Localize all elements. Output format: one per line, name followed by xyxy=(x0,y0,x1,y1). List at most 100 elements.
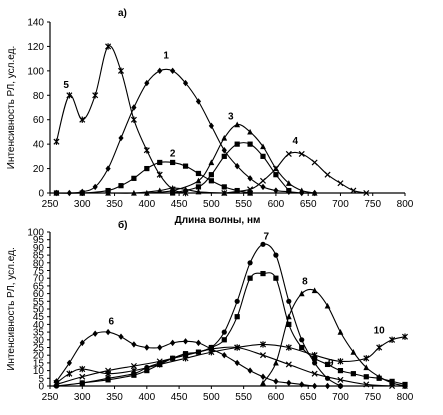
data-point xyxy=(247,260,253,266)
data-point xyxy=(208,159,215,166)
y-tick-label: 50 xyxy=(33,305,45,316)
data-point xyxy=(170,159,176,166)
data-point xyxy=(208,172,214,178)
data-point xyxy=(53,379,60,387)
x-tick-label: 550 xyxy=(235,199,252,210)
data-point xyxy=(298,290,305,297)
y-tick-label: 60 xyxy=(33,115,45,126)
data-point xyxy=(53,138,60,145)
data-point xyxy=(298,187,305,194)
data-point xyxy=(195,177,202,184)
data-point xyxy=(285,313,292,320)
y-tick-label: 55 xyxy=(33,297,45,308)
curve-number-label: 6 xyxy=(109,316,115,327)
data-point xyxy=(170,339,176,347)
data-point xyxy=(259,352,267,359)
data-point xyxy=(170,67,176,75)
data-point xyxy=(195,339,202,347)
data-point xyxy=(260,183,266,191)
y-tick-label: 75 xyxy=(33,266,45,277)
data-point xyxy=(208,344,214,351)
data-point xyxy=(311,159,318,166)
data-point xyxy=(247,189,253,196)
y-tick-label: 120 xyxy=(27,42,44,53)
data-point xyxy=(130,362,137,370)
data-point xyxy=(143,147,150,154)
data-point xyxy=(92,92,99,99)
data-point xyxy=(337,329,344,335)
data-point xyxy=(105,165,111,172)
data-point xyxy=(247,367,253,374)
curve-number-label: 4 xyxy=(292,136,298,147)
data-point xyxy=(285,180,292,186)
series-line xyxy=(56,161,251,194)
data-point xyxy=(105,43,112,50)
series-5: 5 xyxy=(53,43,189,197)
data-point xyxy=(53,189,60,196)
data-point xyxy=(363,374,369,380)
series-line xyxy=(56,243,341,387)
series-9: 9 xyxy=(53,344,396,390)
data-point xyxy=(285,361,292,368)
data-point xyxy=(105,189,111,196)
y-tick-label: 15 xyxy=(33,358,45,369)
data-point xyxy=(221,134,228,141)
data-point xyxy=(234,344,241,351)
data-point xyxy=(156,187,163,194)
data-point xyxy=(118,134,124,142)
x-tick-label: 750 xyxy=(364,199,381,210)
x-tick-label: 800 xyxy=(397,392,414,403)
data-point xyxy=(221,153,227,159)
data-point xyxy=(260,270,266,277)
data-point xyxy=(350,371,356,377)
data-point xyxy=(131,372,137,378)
data-point xyxy=(273,378,279,385)
data-point xyxy=(156,171,163,178)
series-line xyxy=(224,151,367,194)
y-tick-label: 25 xyxy=(33,343,45,354)
data-point xyxy=(234,359,240,367)
series-1: 1 xyxy=(53,51,318,197)
data-point xyxy=(337,376,344,383)
x-tick-label: 400 xyxy=(138,199,155,210)
data-point xyxy=(118,183,124,189)
data-point xyxy=(324,361,331,368)
y-tick-label: 80 xyxy=(33,91,45,102)
data-point xyxy=(195,184,202,190)
data-point xyxy=(131,175,137,181)
x-tick-label: 250 xyxy=(42,199,59,210)
x-tick-label: 550 xyxy=(235,392,252,403)
y-tick-label: 95 xyxy=(33,235,45,246)
x-tick-label: 650 xyxy=(300,199,317,210)
data-point xyxy=(221,337,227,343)
data-point xyxy=(337,358,344,365)
data-point xyxy=(247,128,253,135)
data-point xyxy=(130,367,137,374)
series-8: 8 xyxy=(260,276,408,389)
data-point xyxy=(144,344,150,351)
series-7: 7 xyxy=(53,232,344,389)
y-tick-label: 40 xyxy=(33,320,45,331)
y-axis-label: Интенсивность РЛ, усл.ед. xyxy=(6,247,17,371)
data-point xyxy=(131,104,137,111)
x-tick-label: 350 xyxy=(106,392,123,403)
data-point xyxy=(79,373,86,380)
data-point xyxy=(208,348,215,356)
data-point xyxy=(221,329,227,335)
data-point xyxy=(157,67,163,75)
y-tick-label: 0 xyxy=(38,189,44,200)
x-tick-label: 250 xyxy=(42,392,59,403)
data-point xyxy=(182,355,189,362)
data-point xyxy=(299,344,305,351)
data-point xyxy=(182,163,189,169)
x-tick-label: 300 xyxy=(74,199,91,210)
x-tick-label: 500 xyxy=(203,199,220,210)
data-point xyxy=(260,373,266,380)
data-point xyxy=(272,165,279,172)
x-tick-label: 650 xyxy=(300,392,317,403)
data-point xyxy=(221,189,228,196)
data-point xyxy=(363,189,370,197)
data-point xyxy=(66,370,73,377)
y-tick-label: 35 xyxy=(33,328,45,339)
data-point xyxy=(144,79,150,87)
